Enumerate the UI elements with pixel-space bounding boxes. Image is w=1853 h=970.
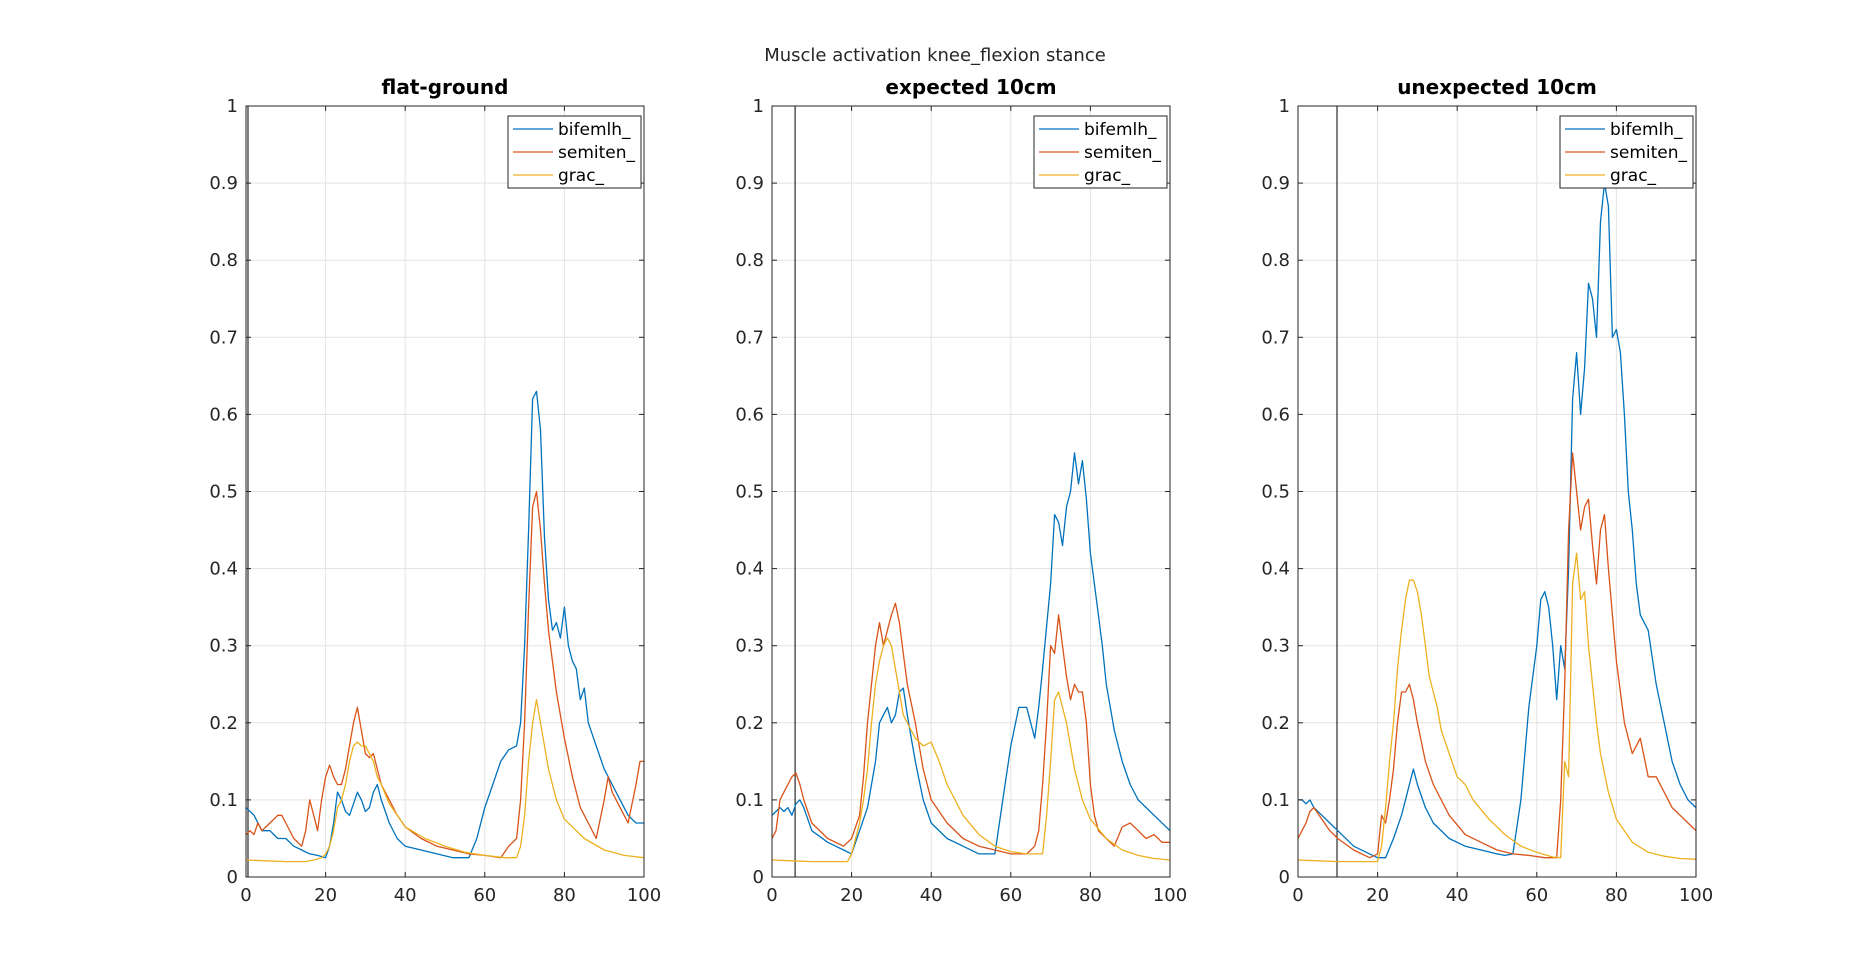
y-tick-label: 0.4 xyxy=(209,559,238,580)
legend-label: grac_ xyxy=(1084,166,1131,186)
legend-label: semiten_ xyxy=(1610,143,1687,163)
y-tick-label: 0.1 xyxy=(1261,790,1290,811)
y-tick-label: 0.6 xyxy=(209,404,238,425)
x-tick-label: 0 xyxy=(766,885,777,906)
y-tick-label: 0 xyxy=(227,867,238,888)
y-tick-label: 0.5 xyxy=(735,482,764,503)
y-tick-label: 1 xyxy=(227,96,238,117)
y-tick-label: 0.1 xyxy=(735,790,764,811)
subplot-title: expected 10cm xyxy=(885,75,1056,99)
y-tick-label: 0.2 xyxy=(735,713,764,734)
y-tick-label: 0.5 xyxy=(1261,482,1290,503)
y-tick-label: 0.6 xyxy=(1261,404,1290,425)
y-tick-label: 0.3 xyxy=(735,636,764,657)
legend: bifemlh_ semiten_ grac_ xyxy=(1559,115,1694,189)
legend-label: bifemlh_ xyxy=(1610,120,1683,140)
y-tick-label: 0.7 xyxy=(1261,327,1290,348)
y-tick-label: 0 xyxy=(753,867,764,888)
figure-title: Muscle activation knee_flexion stance xyxy=(764,45,1106,66)
legend-label: bifemlh_ xyxy=(1084,120,1157,140)
x-tick-label: 0 xyxy=(240,885,251,906)
series-line-grac xyxy=(1298,552,1696,863)
y-tick-label: 0 xyxy=(1279,867,1290,888)
x-tick-label: 100 xyxy=(1679,885,1713,906)
legend-label: semiten_ xyxy=(558,143,635,163)
x-tick-label: 60 xyxy=(1525,885,1548,906)
data-layer xyxy=(772,106,1170,877)
y-tick-label: 0.9 xyxy=(1261,173,1290,194)
subplot-3: 0 20 40 60 80 100 0 0.1 0.2 0.3 0.4 0.5 0.6 0.7 0.8 0.9… xyxy=(1261,75,1713,906)
subplot-1: 0 20 40 60 80 100 0 0.1 0.2 0.3 0.4 0.5 0.6 0.7 0.8 0.9… xyxy=(209,75,661,906)
y-tick-label: 0.3 xyxy=(1261,636,1290,657)
x-tick-label: 60 xyxy=(999,885,1022,906)
axes-container: 0 20 40 60 80 10000.10.20.30.40.50.60.70.80.9… xyxy=(209,75,1713,906)
x-tick-label: 40 xyxy=(394,885,417,906)
x-tick-label: 80 xyxy=(553,885,576,906)
x-tick-label: 0 xyxy=(1292,885,1303,906)
x-tick-label: 20 xyxy=(1366,885,1389,906)
y-tick-label: 0.9 xyxy=(209,173,238,194)
series-line-grac xyxy=(772,637,1170,863)
y-tick-label: 0.4 xyxy=(735,559,764,580)
series-line-grac xyxy=(246,699,644,863)
y-tick-label: 0.9 xyxy=(735,173,764,194)
x-tick-label: 100 xyxy=(1153,885,1187,906)
series-line-bifemlh xyxy=(1298,182,1696,859)
y-tick-label: 0.1 xyxy=(209,790,238,811)
y-tick-label: 0.2 xyxy=(209,713,238,734)
y-tick-label: 0.5 xyxy=(209,482,238,503)
series-line-semiten xyxy=(246,490,644,859)
subplot-2: 0 20 40 60 80 100 0 0.1 0.2 0.3 0.4 0.5 0.6 0.7 0.8 0.9… xyxy=(735,75,1187,906)
y-tick-label: 0.2 xyxy=(1261,713,1290,734)
legend: bifemlh_ semiten_ grac_ xyxy=(1033,115,1168,189)
y-tick-label: 0.7 xyxy=(735,327,764,348)
series-line-semiten xyxy=(772,602,1170,855)
data-layer xyxy=(1298,106,1696,877)
y-tick-label: 0.8 xyxy=(735,250,764,271)
legend: bifemlh_ semiten_ grac_ xyxy=(507,115,642,189)
subplot-title: unexpected 10cm xyxy=(1397,75,1597,99)
x-tick-label: 40 xyxy=(1446,885,1469,906)
y-tick-label: 1 xyxy=(753,96,764,117)
y-tick-label: 0.8 xyxy=(1261,250,1290,271)
y-tick-label: 0.8 xyxy=(209,250,238,271)
y-tick-label: 0.3 xyxy=(209,636,238,657)
x-tick-label: 20 xyxy=(314,885,337,906)
legend-label: grac_ xyxy=(1610,166,1657,186)
y-tick-label: 0.7 xyxy=(209,327,238,348)
x-tick-label: 40 xyxy=(920,885,943,906)
y-tick-label: 0.6 xyxy=(735,404,764,425)
x-tick-label: 60 xyxy=(473,885,496,906)
x-tick-label: 80 xyxy=(1079,885,1102,906)
legend-label: grac_ xyxy=(558,166,605,186)
y-tick-label: 0.4 xyxy=(1261,559,1290,580)
series-line-bifemlh xyxy=(246,390,644,859)
x-tick-label: 80 xyxy=(1605,885,1628,906)
series-line-bifemlh xyxy=(772,452,1170,855)
x-tick-label: 20 xyxy=(840,885,863,906)
legend-label: bifemlh_ xyxy=(558,120,631,140)
series-line-semiten xyxy=(1298,452,1696,859)
legend-label: semiten_ xyxy=(1084,143,1161,163)
y-tick-label: 1 xyxy=(1279,96,1290,117)
subplot-title: flat-ground xyxy=(382,75,509,99)
x-tick-label: 100 xyxy=(627,885,661,906)
